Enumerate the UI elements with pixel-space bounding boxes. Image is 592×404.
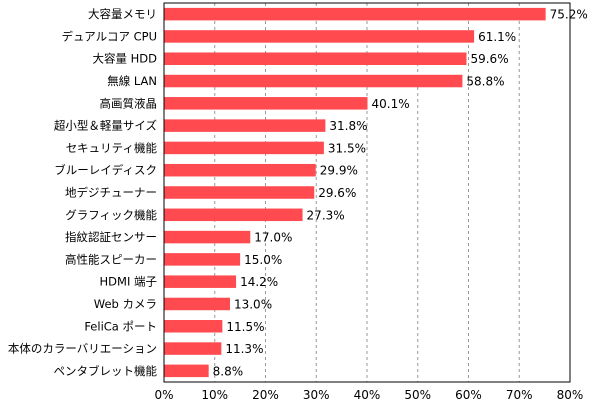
data-label: 17.0% xyxy=(254,231,292,245)
bar xyxy=(164,97,368,110)
x-tick-label: 10% xyxy=(201,388,228,402)
data-label: 8.8% xyxy=(213,364,244,378)
x-tick-label: 40% xyxy=(354,388,381,402)
data-label: 13.0% xyxy=(234,297,272,311)
bar xyxy=(164,30,475,43)
data-label: 29.9% xyxy=(320,164,358,178)
bars xyxy=(164,7,546,378)
category-label: 本体のカラーバリエーション xyxy=(8,342,157,356)
data-label: 11.5% xyxy=(226,320,264,334)
bar xyxy=(164,275,237,288)
bar xyxy=(164,119,326,132)
category-label: FeliCa ポート xyxy=(84,319,157,333)
bar xyxy=(164,230,251,244)
data-label: 27.3% xyxy=(307,208,345,222)
category-label: 地デジチューナー xyxy=(65,186,157,200)
bar xyxy=(164,253,241,266)
category-label: 無線 LAN xyxy=(107,74,157,88)
data-label: 58.8% xyxy=(466,75,504,89)
category-label: ブルーレイディスク xyxy=(54,163,157,177)
plot-frame xyxy=(163,2,571,383)
bar xyxy=(164,320,223,333)
bar xyxy=(164,52,467,65)
bar xyxy=(164,364,209,378)
category-label: セキュリティ機能 xyxy=(66,141,158,155)
category-label: 大容量 HDD xyxy=(92,52,157,66)
bar xyxy=(164,208,303,222)
category-label: グラフィック機能 xyxy=(65,208,157,222)
data-label: 61.1% xyxy=(478,30,516,44)
x-tick-label: 70% xyxy=(506,388,533,402)
bar xyxy=(164,163,316,177)
bar xyxy=(164,297,230,311)
x-axis-ticks: 0% 10% 20% 30% 40% 50% 60% 70% 80% xyxy=(154,388,583,402)
x-tick-label: 20% xyxy=(252,388,279,402)
bar xyxy=(164,7,546,21)
category-label: 高性能スピーカー xyxy=(65,252,157,266)
bar xyxy=(164,74,463,88)
data-label: 75.2% xyxy=(550,8,588,22)
category-label: 超小型＆軽量サイズ xyxy=(54,119,157,133)
data-label: 59.6% xyxy=(470,52,508,66)
x-tick-label: 60% xyxy=(455,388,482,402)
category-label: Web カメラ xyxy=(94,297,157,311)
category-label: 高画質液晶 xyxy=(100,96,158,110)
category-label: 大容量メモリ xyxy=(88,7,157,21)
x-tick-label: 80% xyxy=(557,388,584,402)
bar xyxy=(164,141,324,155)
x-tick-label: 30% xyxy=(303,388,330,402)
plot-border xyxy=(163,2,571,383)
data-label: 29.6% xyxy=(318,186,356,200)
category-label: ペンタブレット機能 xyxy=(54,364,158,378)
category-label: デュアルコア CPU xyxy=(62,29,157,43)
data-label: 11.3% xyxy=(225,342,263,356)
bar xyxy=(164,342,222,355)
data-label: 31.5% xyxy=(328,141,366,155)
value-labels: 75.2% 61.1% 59.6% 58.8% 40.1% 31.8% 31.5% 29.9%… xyxy=(213,8,588,379)
data-label: 40.1% xyxy=(372,97,410,111)
data-label: 15.0% xyxy=(244,253,282,267)
x-tick-label: 0% xyxy=(154,388,173,402)
category-label: HDMI 端子 xyxy=(100,275,157,289)
category-label: 指紋認証センサー xyxy=(65,230,157,244)
bar xyxy=(164,186,315,199)
x-tick-label: 50% xyxy=(404,388,431,402)
data-label: 31.8% xyxy=(329,119,367,133)
data-label: 14.2% xyxy=(240,275,278,289)
